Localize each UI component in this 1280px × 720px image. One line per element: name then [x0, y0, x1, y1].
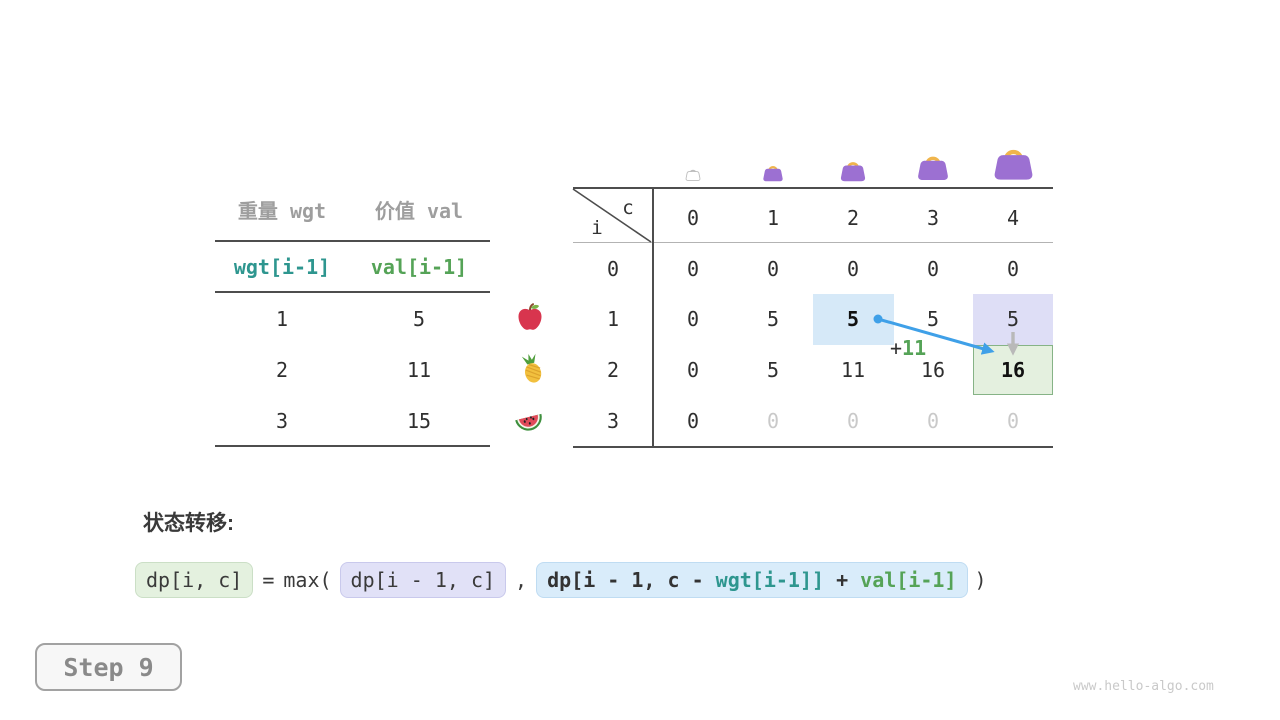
- formula-arg2-plus: +: [824, 568, 861, 592]
- dp-col-header-2: 2: [846, 206, 860, 230]
- formula-max-open: max(: [283, 568, 332, 592]
- apple-icon: [514, 301, 546, 333]
- pineapple-icon: [516, 352, 548, 385]
- dp-cell-1-2: 5: [846, 307, 860, 331]
- formula-lhs-box: dp[i, c]: [135, 562, 254, 598]
- formula-comma: ,: [515, 568, 528, 592]
- dp-cell-0-1: 0: [766, 257, 780, 281]
- dp-cell-3-1: 0: [766, 409, 780, 433]
- dp-cell-0-2: 0: [846, 257, 860, 281]
- dp-cell-0-0: 0: [686, 257, 700, 281]
- dp-cell-3-2: 0: [846, 409, 860, 433]
- formula-arg2-prefix: dp[i - 1, c -: [547, 568, 716, 592]
- formula-arg2-box: dp[i - 1, c - wgt[i-1]] + val[i-1]: [536, 562, 968, 598]
- annotation-value: 11: [902, 336, 927, 360]
- item-1-value: 5: [412, 307, 426, 331]
- item-1-weight: 1: [275, 307, 289, 331]
- item-2-value: 11: [406, 358, 432, 382]
- dp-table-rule-bottom: [573, 446, 1053, 448]
- dp-col-header-3: 3: [926, 206, 940, 230]
- items-table-rule-bottom: [215, 445, 490, 447]
- items-table-rule-top: [215, 240, 490, 242]
- dp-col-header-1: 1: [766, 206, 780, 230]
- state-transition-title: 状态转移:: [143, 512, 234, 535]
- dp-cell-3-3: 0: [926, 409, 940, 433]
- corner-row-var: i: [591, 217, 603, 239]
- dp-cell-3-4: 0: [1006, 409, 1020, 433]
- bag-icon-sm: [839, 156, 867, 182]
- item-3-value: 15: [406, 409, 432, 433]
- dp-row-header-3: 3: [606, 409, 620, 433]
- watermelon-icon: [512, 404, 546, 436]
- dp-col-header-0: 0: [686, 206, 700, 230]
- step-button[interactable]: Step 9: [35, 643, 182, 691]
- items-table-rule-mid: [215, 291, 490, 293]
- dp-cell-1-4: 5: [1006, 307, 1020, 331]
- dp-cell-2-0: 0: [686, 358, 700, 382]
- formula-equals: =: [262, 568, 275, 592]
- watermark-url: www.hello-algo.com: [1073, 679, 1214, 694]
- dp-cell-2-3: 16: [920, 358, 946, 382]
- dp-table-rule-top: [573, 187, 1053, 189]
- dp-row-header-2: 2: [606, 358, 620, 382]
- items-table-header-weight: 重量 wgt: [237, 199, 327, 223]
- dp-cell-1-1: 5: [766, 307, 780, 331]
- dp-cell-0-3: 0: [926, 257, 940, 281]
- dp-col-header-4: 4: [1006, 206, 1020, 230]
- annotation-plus: +: [890, 336, 903, 360]
- dp-table-rule-vertical: [652, 187, 654, 448]
- dp-table-rule-header: [573, 242, 1053, 243]
- dp-cell-3-0: 0: [686, 409, 700, 433]
- dp-cell-0-4: 0: [1006, 257, 1020, 281]
- item-3-weight: 3: [275, 409, 289, 433]
- item-2-weight: 2: [275, 358, 289, 382]
- dp-cell-2-1: 5: [766, 358, 780, 382]
- dp-cell-2-4: 16: [1000, 358, 1026, 382]
- items-table-val-formula: val[i-1]: [370, 255, 468, 279]
- items-table-wgt-formula: wgt[i-1]: [233, 255, 331, 279]
- dp-cell-1-0: 0: [686, 307, 700, 331]
- dp-row-header-0: 0: [606, 257, 620, 281]
- corner-col-var: c: [622, 197, 634, 219]
- dp-cell-2-2: 11: [840, 358, 866, 382]
- bag-icon-lg: [992, 140, 1035, 181]
- empty-bag-icon: [685, 166, 701, 181]
- state-transition-formula: dp[i, c] = max( dp[i - 1, c] , dp[i - 1,…: [135, 560, 987, 600]
- formula-close-paren: ): [974, 568, 987, 592]
- items-table-header-value: 价值 val: [374, 199, 464, 223]
- dp-row-header-1: 1: [606, 307, 620, 331]
- formula-arg1-box: dp[i - 1, c]: [339, 562, 507, 598]
- formula-arg2-val: val[i-1]: [860, 568, 957, 592]
- bag-icon-xs: [762, 161, 784, 182]
- add-value-annotation: +11: [890, 338, 926, 358]
- formula-arg2-wgt: wgt[i-1]]: [715, 568, 825, 592]
- bag-icon-md: [916, 149, 950, 181]
